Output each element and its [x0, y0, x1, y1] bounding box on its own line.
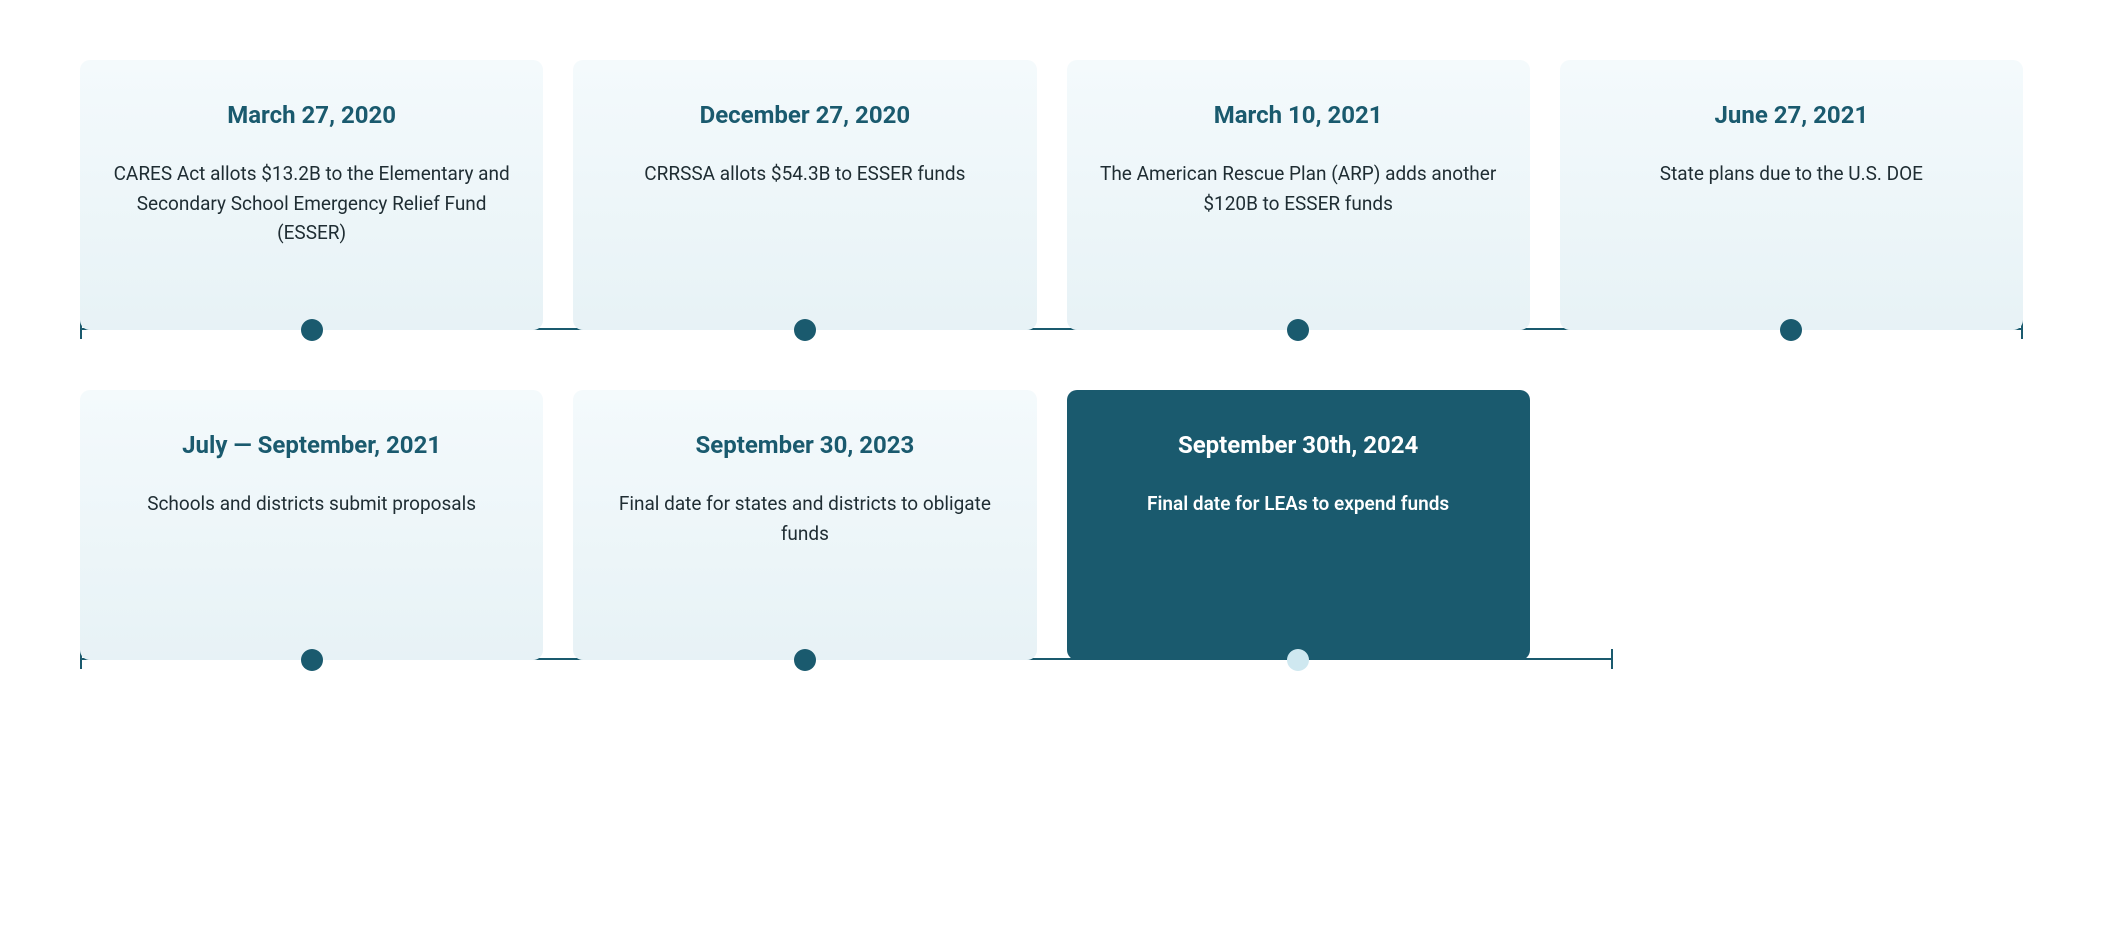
- timeline-row-2: July — September, 2021 Schools and distr…: [80, 390, 2023, 660]
- timeline-card: June 27, 2021 State plans due to the U.S…: [1560, 60, 2023, 330]
- timeline-cards-1: March 27, 2020 CARES Act allots $13.2B t…: [80, 60, 2023, 330]
- timeline-card: December 27, 2020 CRRSSA allots $54.3B t…: [573, 60, 1036, 330]
- timeline-dot-icon: [301, 649, 323, 671]
- card-date: June 27, 2021: [1588, 100, 1995, 131]
- card-body: CARES Act allots $13.2B to the Elementar…: [108, 159, 515, 247]
- card-date: March 27, 2020: [108, 100, 515, 131]
- timeline-row-1: March 27, 2020 CARES Act allots $13.2B t…: [80, 60, 2023, 330]
- timeline-dot-icon: [301, 319, 323, 341]
- timeline-card-highlight: September 30th, 2024 Final date for LEAs…: [1067, 390, 1530, 660]
- timeline-card: March 10, 2021 The American Rescue Plan …: [1067, 60, 1530, 330]
- card-date: December 27, 2020: [601, 100, 1008, 131]
- timeline-card: July — September, 2021 Schools and distr…: [80, 390, 543, 660]
- timeline-dot-icon: [794, 319, 816, 341]
- timeline-dot-icon: [1780, 319, 1802, 341]
- card-body: CRRSSA allots $54.3B to ESSER funds: [601, 159, 1008, 188]
- timeline-dot-icon: [794, 649, 816, 671]
- card-body: Final date for states and districts to o…: [601, 489, 1008, 548]
- card-date: July — September, 2021: [108, 430, 515, 461]
- card-body: The American Rescue Plan (ARP) adds anot…: [1095, 159, 1502, 218]
- timeline-cards-2: July — September, 2021 Schools and distr…: [80, 390, 1530, 660]
- timeline-card: March 27, 2020 CARES Act allots $13.2B t…: [80, 60, 543, 330]
- timeline-card: September 30, 2023 Final date for states…: [573, 390, 1036, 660]
- card-date: September 30, 2023: [601, 430, 1008, 461]
- card-body: Schools and districts submit proposals: [108, 489, 515, 518]
- card-date: September 30th, 2024: [1095, 430, 1502, 461]
- card-date: March 10, 2021: [1095, 100, 1502, 131]
- card-body: Final date for LEAs to expend funds: [1095, 489, 1502, 518]
- timeline-dot-icon: [1287, 649, 1309, 671]
- timeline-dot-icon: [1287, 319, 1309, 341]
- card-body: State plans due to the U.S. DOE: [1588, 159, 1995, 188]
